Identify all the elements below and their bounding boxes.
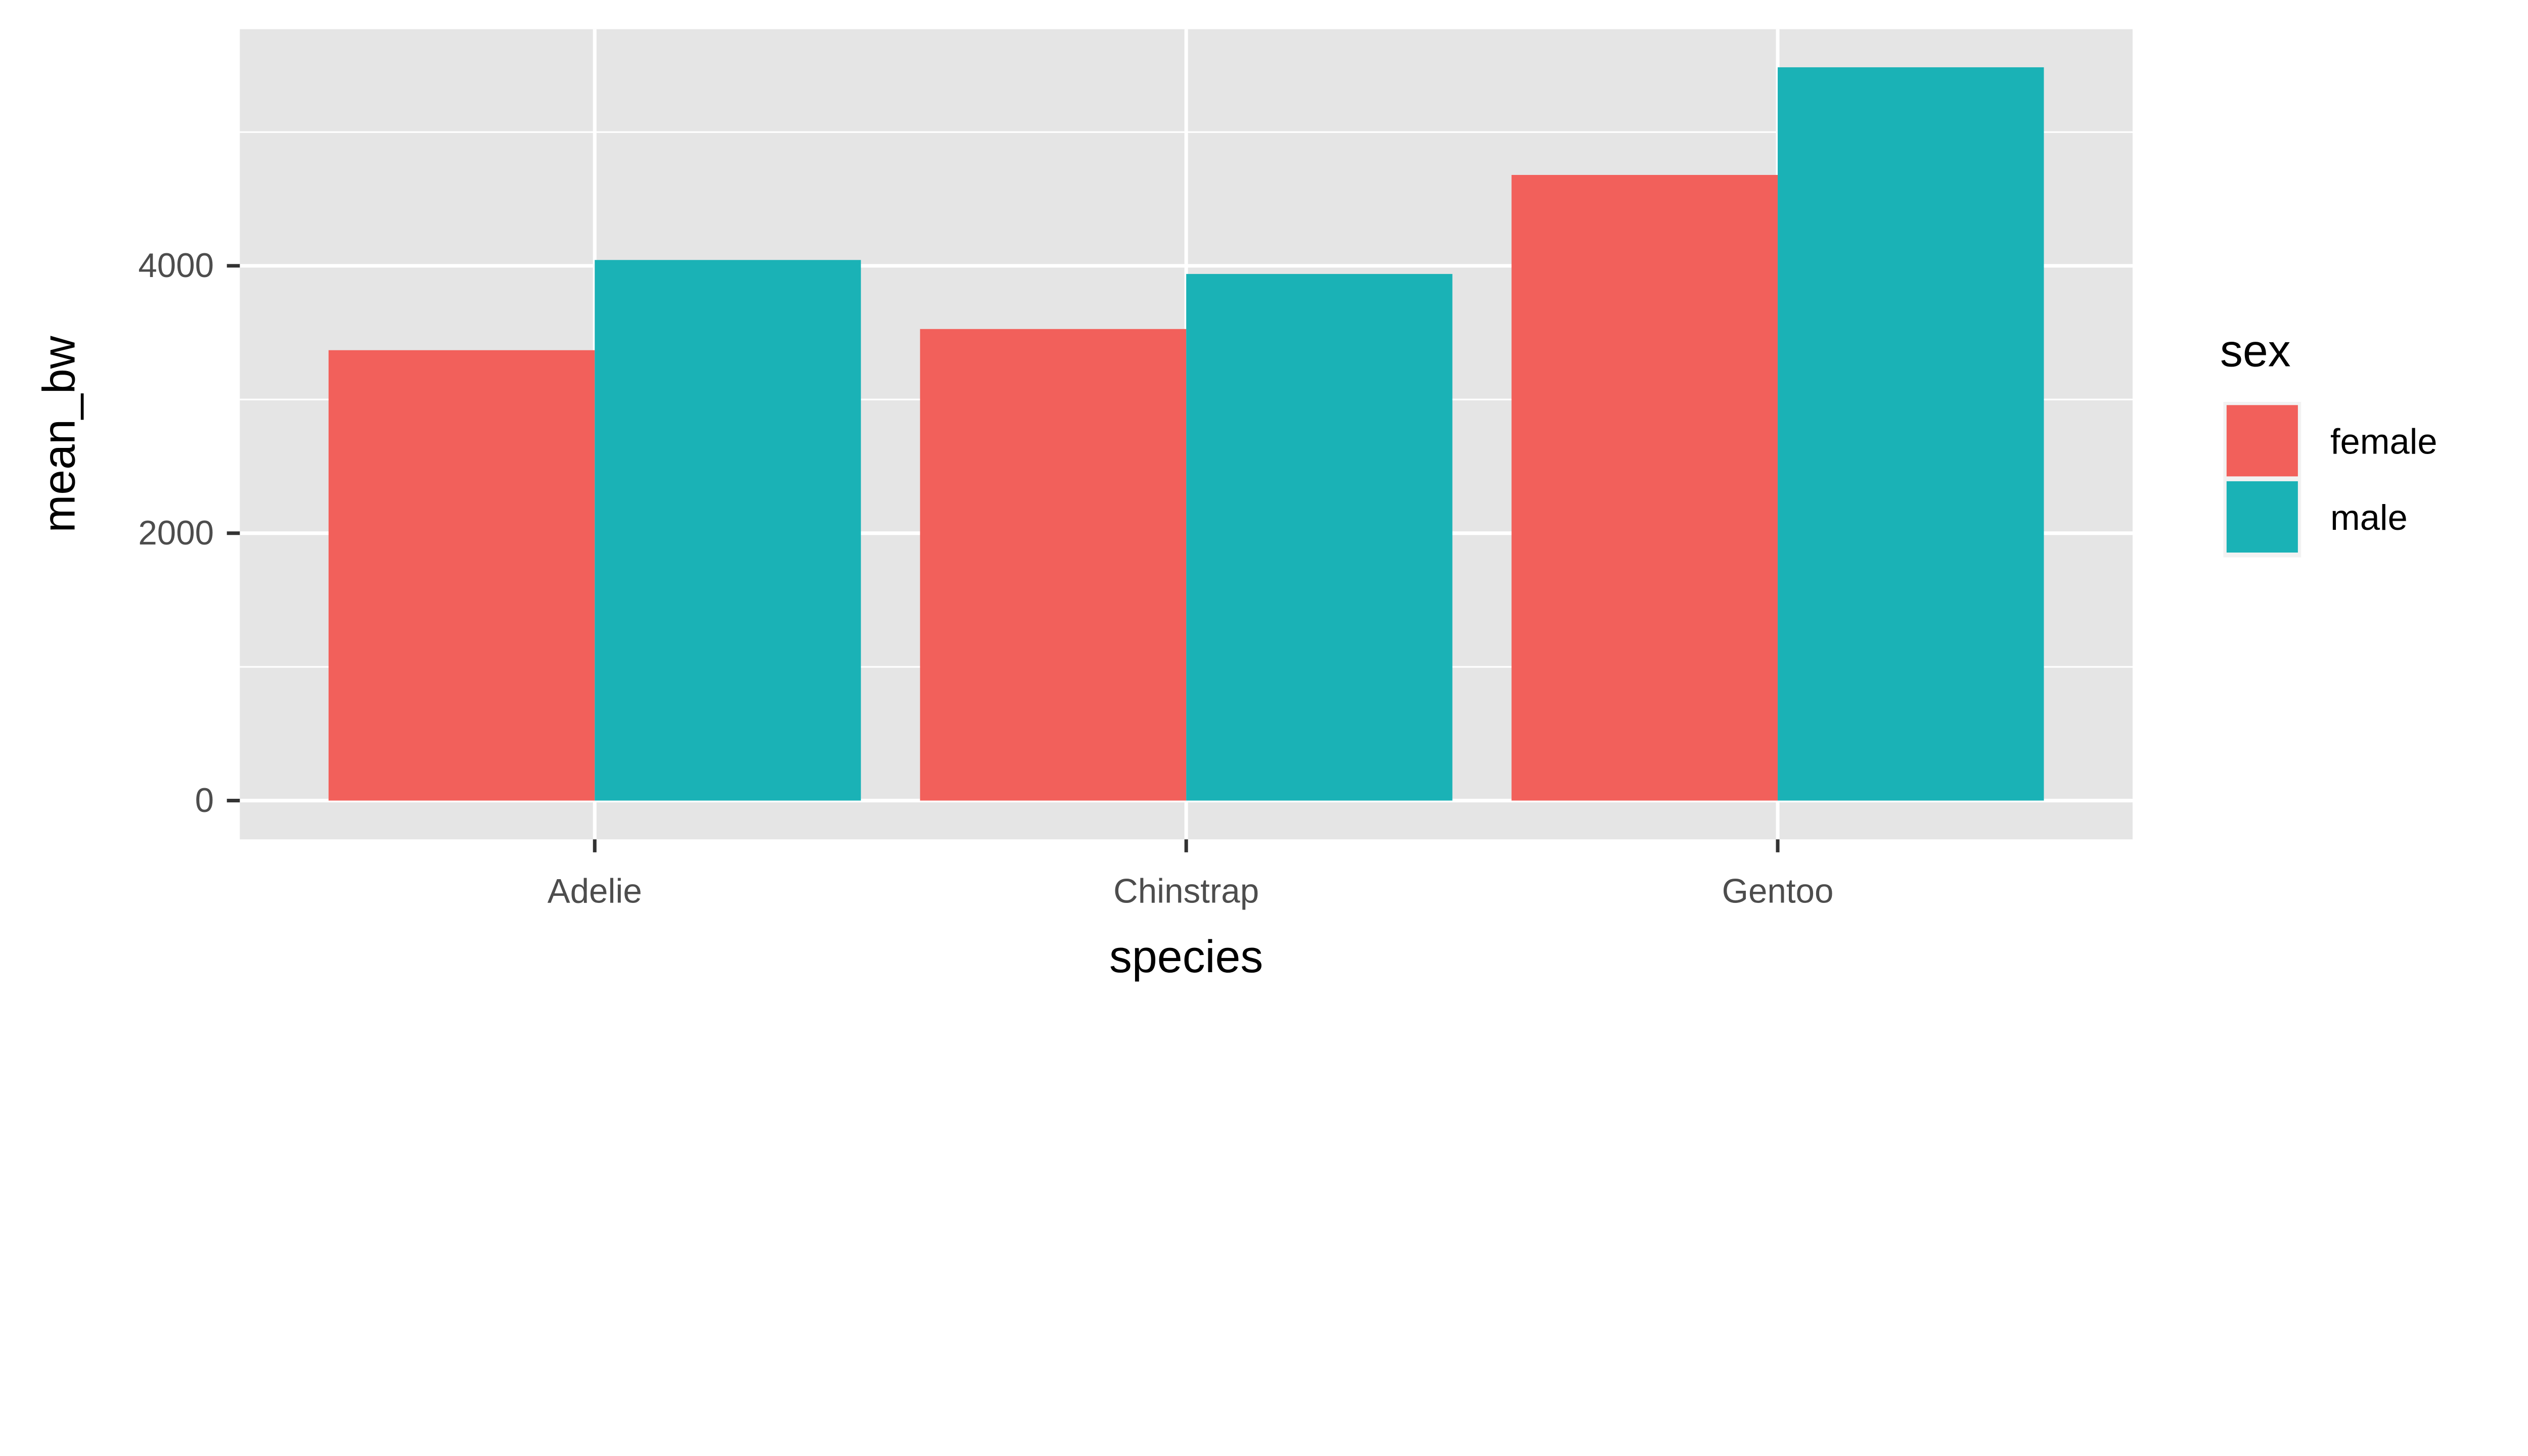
y-axis: 0 2000 4000 xyxy=(138,247,240,820)
bars xyxy=(328,67,2044,801)
bar-male-chinstrap xyxy=(1186,274,1453,801)
legend-label-male: male xyxy=(2330,497,2408,537)
legend-key-male xyxy=(2226,481,2298,553)
x-tick-label: Gentoo xyxy=(1722,872,1834,910)
y-tick-label: 0 xyxy=(195,782,214,820)
y-axis-title: mean_bw xyxy=(34,335,84,532)
bar-male-gentoo xyxy=(1778,67,2044,801)
legend-key-female xyxy=(2226,405,2298,477)
legend-title: sex xyxy=(2220,326,2291,376)
bar-female-gentoo xyxy=(1511,175,1778,801)
y-tick-label: 2000 xyxy=(138,514,214,552)
bar-female-chinstrap xyxy=(920,329,1187,801)
bar-female-adelie xyxy=(328,350,595,801)
legend: sex female male xyxy=(2220,326,2437,558)
x-axis: Adelie Chinstrap Gentoo xyxy=(548,839,1834,910)
legend-label-female: female xyxy=(2330,421,2437,461)
x-tick-label: Adelie xyxy=(548,872,642,910)
x-tick-label: Chinstrap xyxy=(1113,872,1259,910)
y-tick-label: 4000 xyxy=(138,247,214,285)
bar-male-adelie xyxy=(595,260,861,801)
x-axis-title: species xyxy=(1109,932,1263,982)
